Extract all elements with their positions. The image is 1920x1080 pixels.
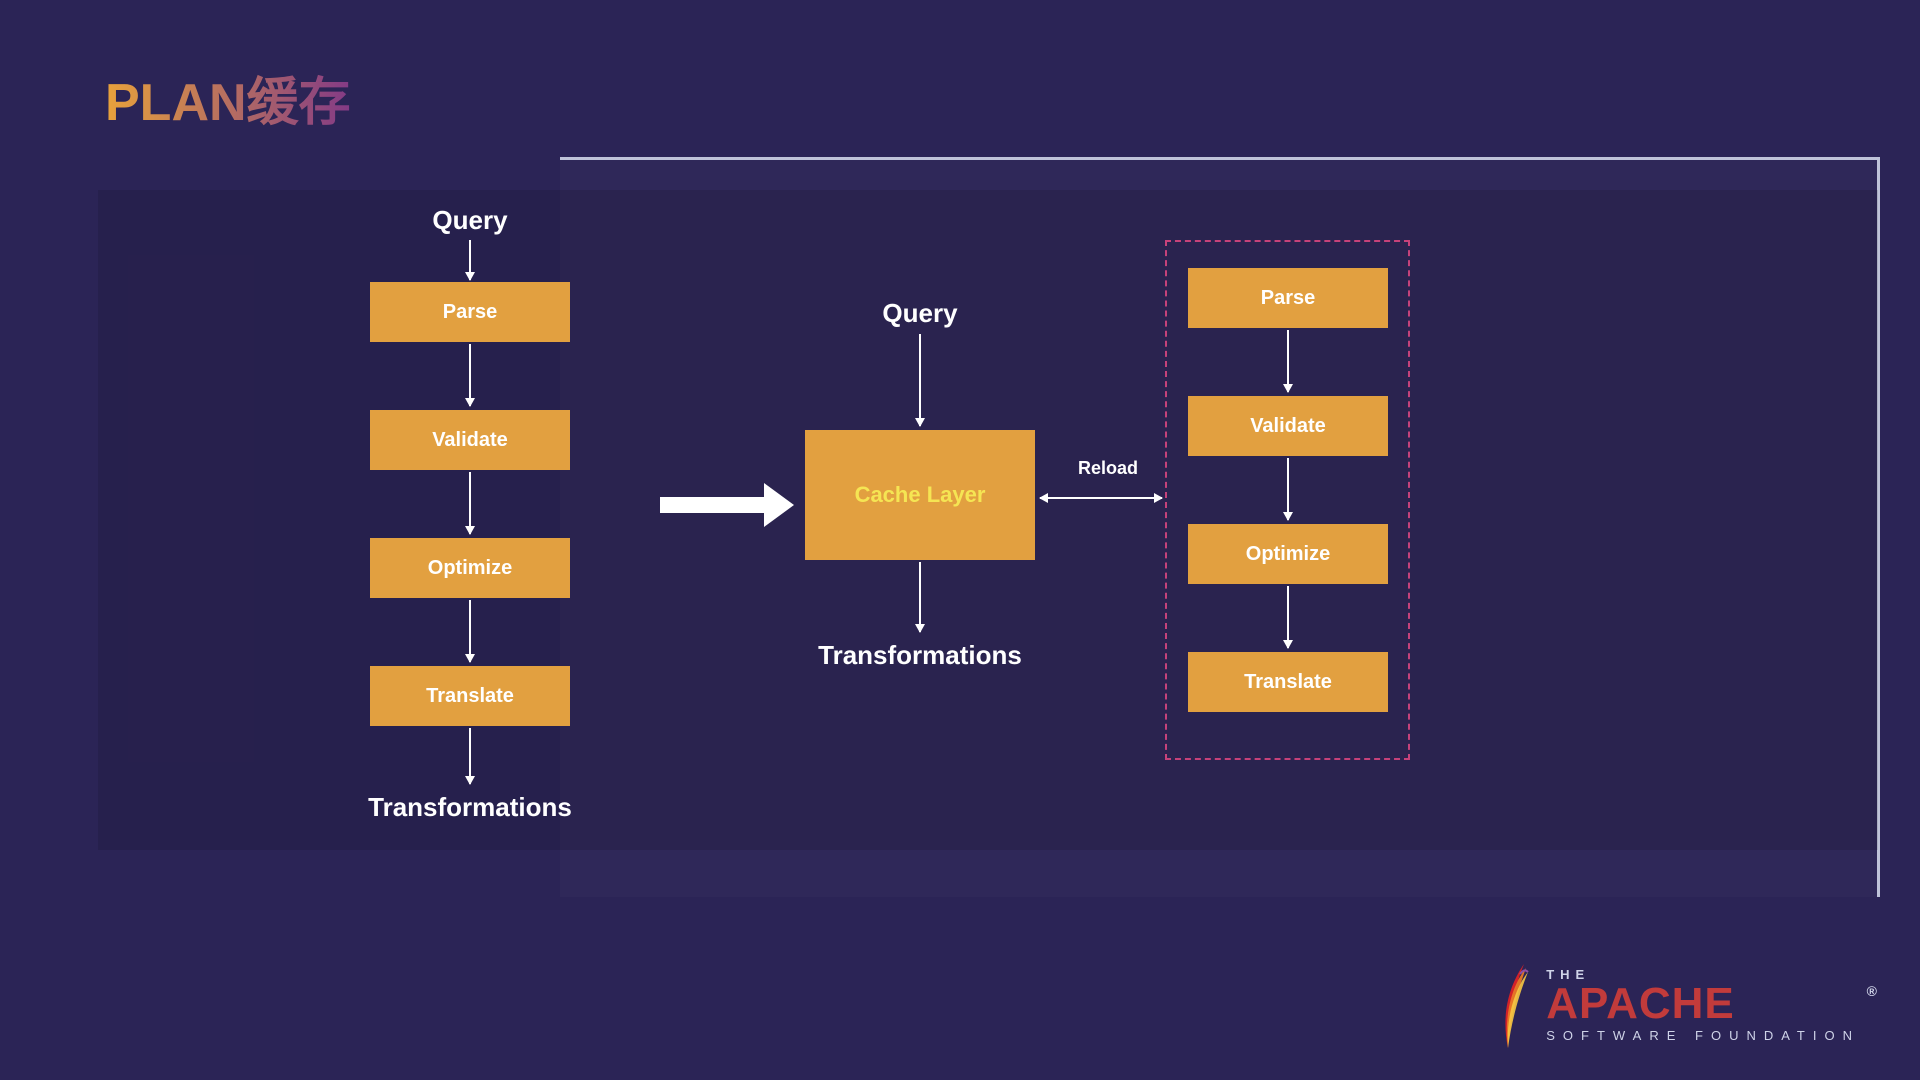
down-arrow-icon — [1287, 330, 1289, 392]
stage-box: Cache Layer — [805, 430, 1035, 560]
apache-logo: THE APACHE® SOFTWARE FOUNDATION — [1484, 960, 1860, 1050]
registered-icon: ® — [1867, 984, 1878, 998]
stage-box: Parse — [370, 282, 570, 342]
down-arrow-icon — [469, 728, 471, 784]
reload-label: Reload — [1078, 458, 1138, 479]
logo-name: APACHE® — [1546, 982, 1860, 1026]
flow-label: Query — [340, 205, 600, 236]
down-arrow-icon — [469, 240, 471, 280]
logo-text: THE APACHE® SOFTWARE FOUNDATION — [1546, 967, 1860, 1043]
logo-sub: SOFTWARE FOUNDATION — [1546, 1028, 1860, 1043]
down-arrow-icon — [469, 472, 471, 534]
reload-arrow-icon — [1040, 497, 1162, 499]
transition-arrow-icon — [660, 497, 768, 513]
down-arrow-icon — [469, 344, 471, 406]
stage-box: Translate — [370, 666, 570, 726]
stage-box: Validate — [1188, 396, 1388, 456]
flow-label: Transformations — [340, 792, 600, 823]
down-arrow-icon — [469, 600, 471, 662]
stage-box: Parse — [1188, 268, 1388, 328]
flow-label: Query — [790, 298, 1050, 329]
down-arrow-icon — [1287, 586, 1289, 648]
down-arrow-icon — [919, 334, 921, 426]
stage-box: Optimize — [1188, 524, 1388, 584]
logo-name-text: APACHE — [1546, 979, 1735, 1028]
flow-label: Transformations — [790, 640, 1050, 671]
slide-title: PLAN缓存 — [105, 60, 351, 135]
stage-box: Validate — [370, 410, 570, 470]
down-arrow-icon — [919, 562, 921, 632]
down-arrow-icon — [1287, 458, 1289, 520]
feather-icon — [1484, 960, 1530, 1050]
stage-box: Optimize — [370, 538, 570, 598]
stage-box: Translate — [1188, 652, 1388, 712]
